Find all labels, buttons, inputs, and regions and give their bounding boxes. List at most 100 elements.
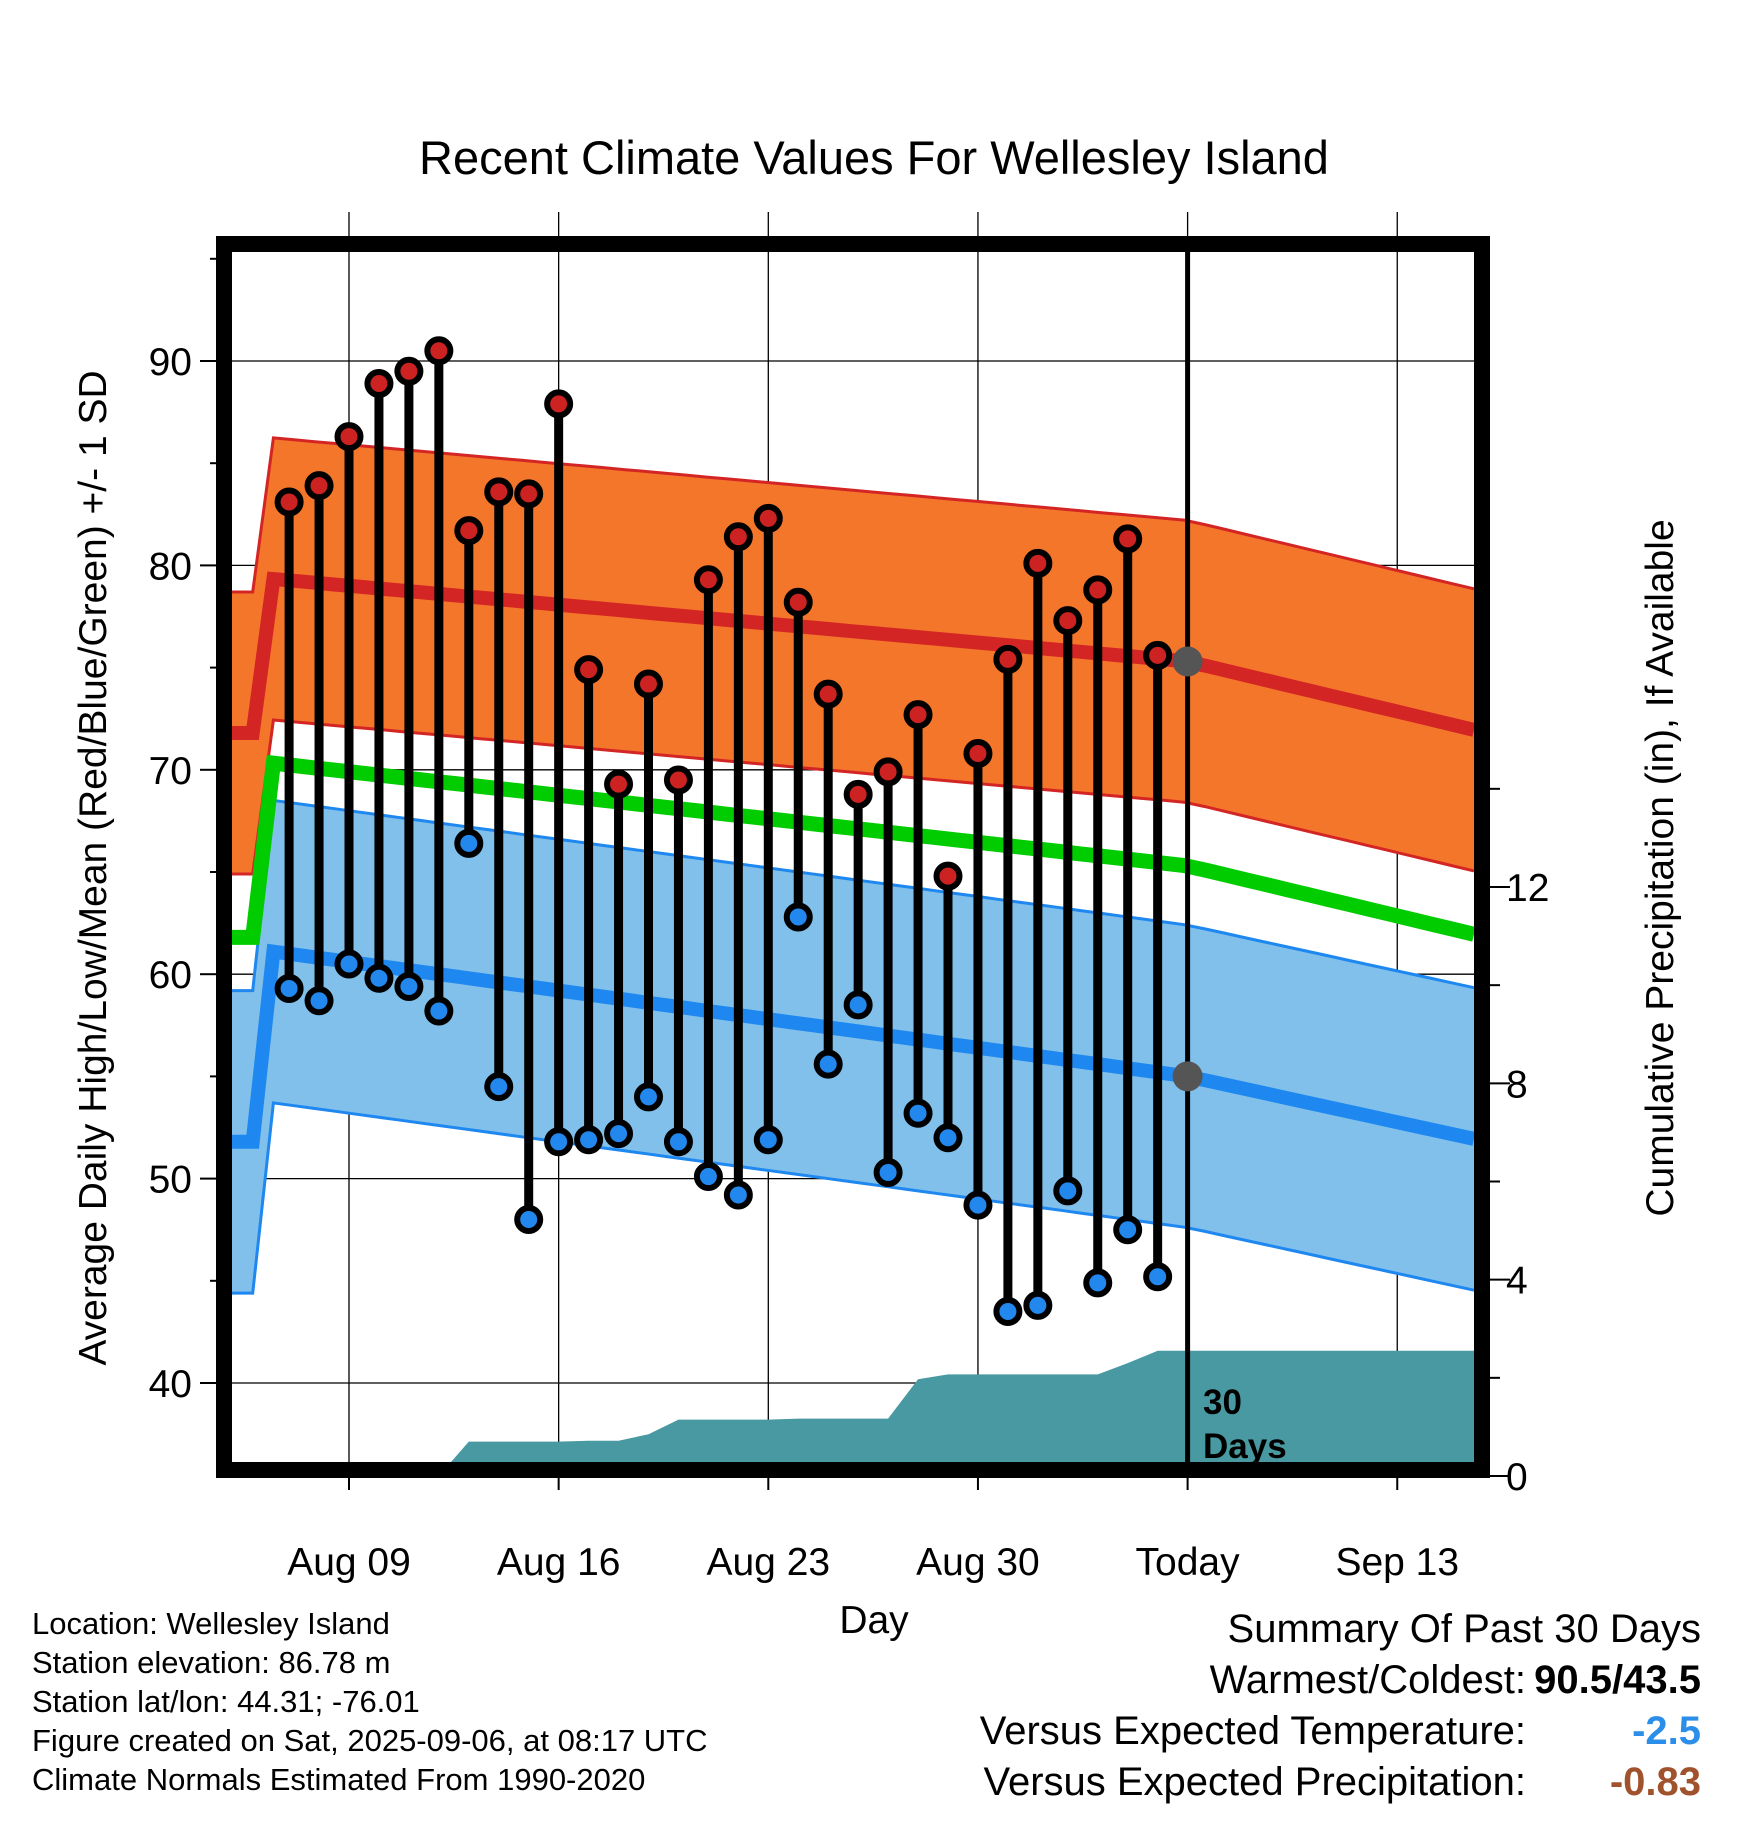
low-point-day-9 (514, 1204, 544, 1234)
low-point-day-3 (334, 949, 364, 979)
high-point-day-5 (394, 356, 424, 386)
y-tick-label-0: 40 (149, 1363, 192, 1406)
low-point-day-29 (1113, 1215, 1143, 1245)
warmest-value: 90.5/43.5 (1534, 1658, 1701, 1702)
today-high-avg-marker (1172, 646, 1203, 677)
x-tick-label-5: Sep 13 (1335, 1541, 1459, 1584)
low-point-day-18 (783, 902, 813, 932)
low-point-day-14 (663, 1127, 693, 1157)
y-tick-label-4: 80 (149, 545, 192, 588)
latlon-text: Station lat/lon: 44.31; -76.01 (32, 1684, 420, 1719)
y-tick-label-2: 60 (149, 954, 192, 997)
low-point-day-16 (723, 1180, 753, 1210)
high-point-day-23 (933, 861, 963, 891)
plot-frame (216, 236, 1490, 1478)
high-point-day-24 (963, 738, 993, 768)
summary-temp-row: Versus Expected Temperature: -2.5 (980, 1706, 1701, 1757)
y2-tick-label-2: 8 (1506, 1063, 1528, 1106)
plot-border (216, 236, 1490, 1478)
x-tick-label-1: Aug 16 (497, 1541, 621, 1584)
y2-tick-label-1: 4 (1506, 1260, 1528, 1303)
y-tick-label-5: 90 (149, 341, 192, 384)
high-point-day-26 (1023, 548, 1053, 578)
high-point-day-17 (753, 503, 783, 533)
low-point-day-22 (903, 1098, 933, 1128)
low-point-day-28 (1083, 1268, 1113, 1298)
high-point-day-2 (304, 471, 334, 501)
y2-tick-label-3: 12 (1506, 867, 1549, 910)
low-point-day-8 (484, 1072, 514, 1102)
high-point-day-28 (1083, 575, 1113, 605)
summary-precip-row: Versus Expected Precipitation: -0.83 (980, 1757, 1701, 1808)
warmest-label: Warmest/Coldest: (1209, 1658, 1526, 1702)
high-point-day-22 (903, 700, 933, 730)
high-point-day-30 (1143, 640, 1173, 670)
high-point-day-12 (604, 769, 634, 799)
high-point-day-11 (574, 655, 604, 685)
low-point-day-21 (873, 1157, 903, 1187)
high-point-day-9 (514, 479, 544, 509)
low-point-day-12 (604, 1119, 634, 1149)
low-point-day-20 (843, 990, 873, 1020)
x-tick-label-0: Aug 09 (287, 1541, 411, 1584)
chart-title: Recent Climate Values For Wellesley Isla… (419, 131, 1329, 184)
low-point-day-17 (753, 1125, 783, 1155)
low-point-day-13 (634, 1082, 663, 1112)
y2-tick-label-0: 0 (1506, 1456, 1528, 1499)
low-point-day-1 (274, 974, 304, 1004)
temp-label: Versus Expected Temperature: (979, 1709, 1526, 1753)
low-point-day-23 (933, 1123, 963, 1153)
normals-text: Climate Normals Estimated From 1990-2020 (32, 1762, 646, 1797)
high-point-day-7 (454, 516, 484, 546)
low-point-day-26 (1023, 1290, 1053, 1320)
daily-range-bars (284, 350, 1163, 1312)
high-point-day-3 (334, 422, 364, 452)
low-point-day-5 (394, 971, 424, 1001)
high-point-day-6 (424, 336, 454, 366)
low-point-day-7 (454, 828, 484, 858)
low-point-day-24 (963, 1190, 993, 1220)
low-point-day-4 (364, 963, 394, 993)
precip-anomaly-value: -0.83 (1609, 1760, 1701, 1804)
today-days-label-line2: Days (1203, 1427, 1287, 1466)
daily-points (274, 336, 1173, 1326)
today-low-avg-marker (1172, 1061, 1203, 1092)
temp-anomaly-value: -2.5 (1632, 1709, 1701, 1753)
x-tick-label-2: Aug 23 (706, 1541, 830, 1584)
summary-panel: Summary Of Past 30 Days Warmest/Coldest:… (980, 1604, 1701, 1808)
low-point-day-30 (1143, 1262, 1173, 1292)
low-sd-lower-edge (232, 1101, 1475, 1295)
high-point-day-1 (274, 487, 304, 517)
low-point-day-11 (574, 1125, 604, 1155)
today-days-label-line1: 30 (1203, 1383, 1242, 1422)
high-point-day-8 (484, 477, 514, 507)
band-labels: 30 Days (1172, 646, 1287, 1466)
low-point-day-10 (544, 1127, 574, 1157)
elevation-text: Station elevation: 86.78 m (32, 1645, 391, 1680)
summary-title: Summary Of Past 30 Days (1227, 1607, 1701, 1651)
high-point-day-20 (843, 779, 873, 809)
y-tick-label-1: 50 (149, 1159, 192, 1202)
station-info: Location: Wellesley Island Station eleva… (32, 1604, 708, 1799)
low-point-day-6 (424, 996, 454, 1026)
high-point-day-25 (993, 644, 1023, 674)
high-point-day-15 (693, 565, 723, 595)
high-sd-band (232, 437, 1474, 874)
precip-label: Versus Expected Precipitation: (983, 1760, 1526, 1804)
high-point-day-4 (364, 368, 394, 398)
low-sd-band (232, 800, 1474, 1294)
precip-area-fill (259, 1350, 1475, 1476)
high-point-day-19 (813, 679, 843, 709)
normal-bands (232, 436, 1475, 1295)
high-point-day-21 (873, 757, 903, 787)
low-point-day-19 (813, 1049, 843, 1079)
location-text: Location: Wellesley Island (32, 1606, 390, 1641)
low-point-day-2 (304, 986, 334, 1016)
high-point-day-10 (544, 389, 574, 419)
summary-warmest-row: Warmest/Coldest: 90.5/43.5 (980, 1655, 1701, 1706)
precip-area (259, 1350, 1475, 1476)
high-point-day-18 (783, 587, 813, 617)
y2-axis-label: Cumulative Precipitation (in), If Availa… (1639, 519, 1682, 1216)
